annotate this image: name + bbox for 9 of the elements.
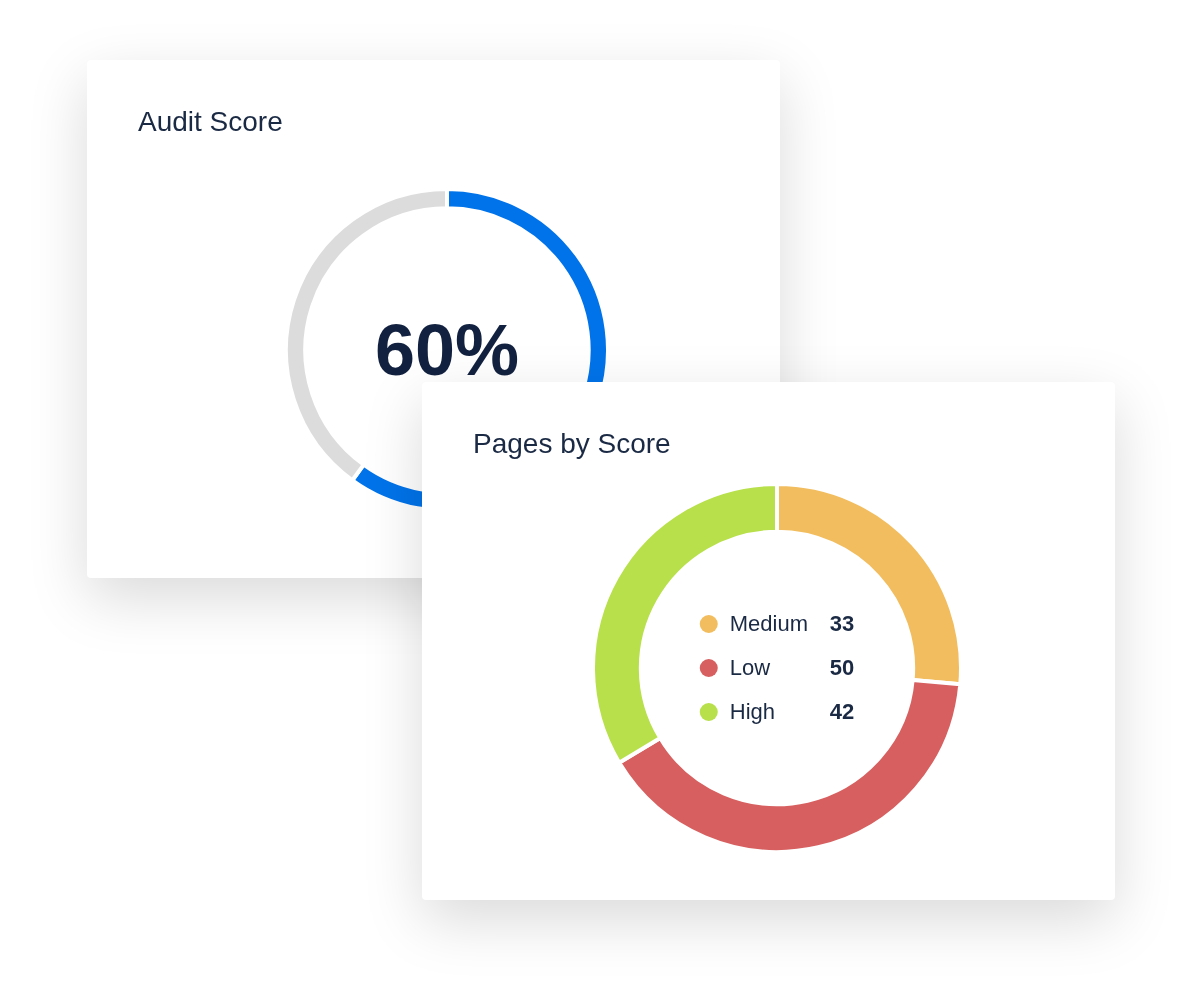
data-label: 50 (829, 655, 855, 681)
chart-title: Pages by Score (473, 428, 671, 460)
legend-label: High (729, 699, 776, 725)
data-label: 33 (829, 611, 855, 637)
chart-title: Audit Score (138, 106, 283, 138)
data-label: 60% (374, 309, 520, 391)
legend-label: Medium (729, 611, 809, 637)
data-label: 42 (829, 699, 855, 725)
legend-label: Low (729, 655, 772, 681)
